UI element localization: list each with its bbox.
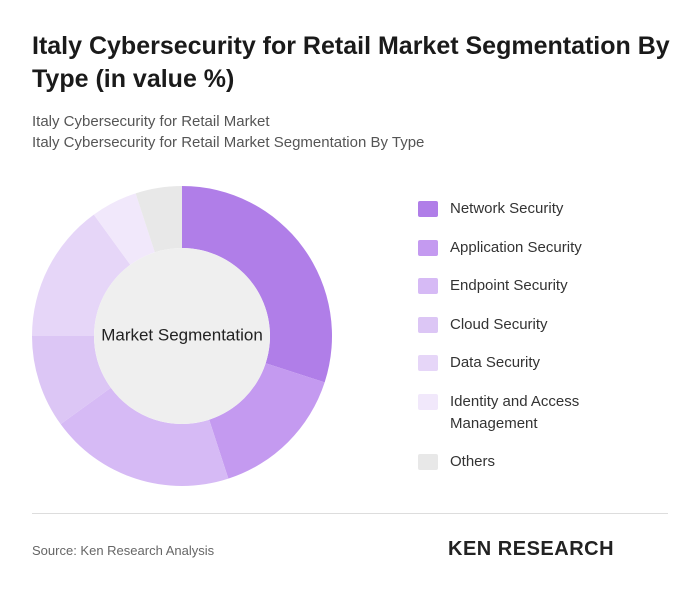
center-label: Market Segmentation <box>101 325 263 344</box>
source: Source: Ken Research Analysis <box>32 543 215 558</box>
legend-label: Cloud Security <box>450 315 548 333</box>
legend-label: Identity and Access Management <box>450 392 580 432</box>
legend-swatch <box>418 454 438 470</box>
donut-segment <box>93 193 155 265</box>
legend-label: Data Security <box>450 354 541 371</box>
legend-label: Endpoint Security <box>450 277 568 294</box>
donut-segment <box>32 336 111 425</box>
legend-item: Network Security <box>418 198 678 220</box>
legend-swatch <box>418 393 438 410</box>
donut-segment <box>32 214 131 336</box>
legend-item: Others <box>418 451 678 473</box>
legend-label: Others <box>450 453 496 470</box>
legend-item: Endpoint Security <box>418 275 678 297</box>
chart-title: Italy Cybersecurity for Retail Market Se… <box>32 32 670 93</box>
subtitle: Italy Cybersecurity for Retail Market Se… <box>32 134 425 151</box>
legend-swatch <box>418 316 438 333</box>
legend-item: Application Security <box>418 237 678 259</box>
divider <box>32 513 668 514</box>
donut-segment <box>60 387 229 487</box>
logo: KEN RESEARCH <box>448 538 615 560</box>
donut-segment <box>209 363 325 479</box>
legend-swatch <box>418 201 438 217</box>
legend-item: Identity and Access Management <box>418 391 678 435</box>
legend-swatch <box>418 278 438 294</box>
donut-chart: Market Segmentation <box>32 186 332 487</box>
donut-segment <box>182 186 332 383</box>
legend-item: Data Security <box>418 352 678 374</box>
legend: Network Security Application Security Endp… <box>418 198 678 490</box>
legend-swatch <box>418 355 438 371</box>
donut-segment <box>135 186 182 253</box>
legend-swatch <box>418 239 438 256</box>
donut-hole <box>94 248 270 424</box>
legend-label: Application Security <box>450 238 582 256</box>
legend-item: Cloud Security <box>418 314 678 336</box>
legend-label: Network Security <box>450 200 564 217</box>
subtitle: Italy Cybersecurity for Retail Market <box>32 113 270 130</box>
